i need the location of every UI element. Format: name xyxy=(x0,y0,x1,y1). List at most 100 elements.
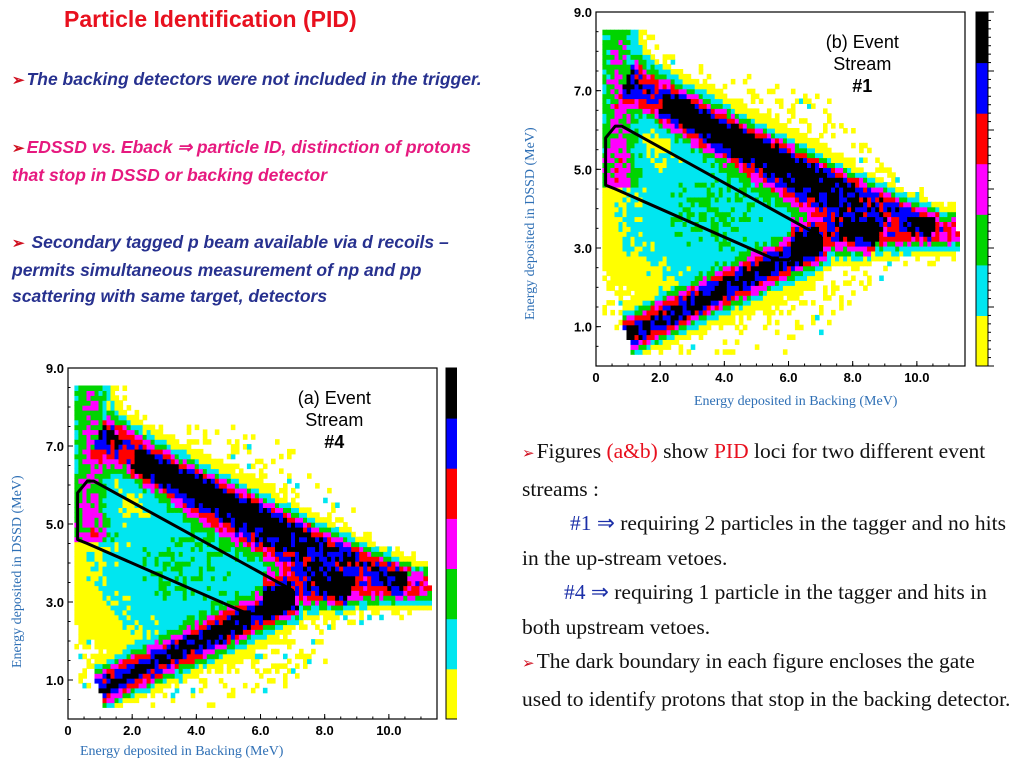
heatmap-cell xyxy=(154,639,160,645)
heatmap-cell xyxy=(82,639,87,645)
y-axis-label: Energy deposited in DSSD (MeV) xyxy=(523,127,538,320)
heatmap-cell xyxy=(142,531,148,538)
heatmap-cell xyxy=(843,226,848,232)
heatmap-cell xyxy=(750,280,756,286)
heatmap-cell xyxy=(758,280,764,286)
heatmap-cell xyxy=(738,309,744,316)
heatmap-cell xyxy=(778,137,784,144)
heatmap-cell xyxy=(158,590,164,596)
heatmap-cell xyxy=(626,290,632,296)
heatmap-cell xyxy=(94,624,100,630)
heatmap-cell xyxy=(90,512,96,518)
heatmap-cell xyxy=(766,113,772,119)
heatmap-cell xyxy=(819,309,824,316)
heatmap-cell xyxy=(947,241,952,247)
heatmap-cell xyxy=(750,260,756,267)
heatmap-cell xyxy=(174,639,180,645)
heatmap-cell xyxy=(782,123,788,129)
heatmap-cell xyxy=(102,507,108,513)
heatmap-cell xyxy=(114,624,120,630)
heatmap-cell xyxy=(799,142,804,149)
heatmap-cell xyxy=(662,157,668,163)
x-tick-label: 2.0 xyxy=(651,370,669,385)
heatmap-cell xyxy=(78,609,83,616)
heatmap-cell xyxy=(875,201,880,208)
heatmap-cell xyxy=(670,319,676,326)
heatmap-cell xyxy=(879,201,884,208)
heatmap-cell xyxy=(614,290,620,296)
heatmap-cell xyxy=(630,83,636,90)
heatmap-cell xyxy=(770,300,776,306)
heatmap-cell xyxy=(694,206,700,213)
heatmap-cell xyxy=(827,231,832,237)
heatmap-cell xyxy=(742,324,748,331)
heatmap-cell xyxy=(694,162,700,168)
heatmap-cell xyxy=(82,541,87,548)
heatmap-cell xyxy=(170,609,176,616)
heatmap-cell xyxy=(807,162,812,168)
heatmap-cell xyxy=(674,334,680,340)
heatmap-cell xyxy=(811,167,816,173)
heatmap-cell xyxy=(170,473,176,479)
heatmap-cell xyxy=(686,246,692,252)
heatmap-cell xyxy=(762,255,768,262)
heatmap-cell xyxy=(754,147,760,154)
heatmap-cell xyxy=(130,458,136,465)
heatmap-cell xyxy=(935,255,940,262)
x-tick-label: 8.0 xyxy=(844,370,862,385)
heatmap-cell xyxy=(702,192,708,198)
heatmap-cell xyxy=(122,468,128,474)
heatmap-cell xyxy=(82,400,87,406)
heatmap-cell xyxy=(923,236,928,242)
heatmap-cell xyxy=(863,270,868,277)
heatmap-cell xyxy=(634,103,640,109)
heatmap-cell xyxy=(86,565,92,572)
heatmap-cell xyxy=(630,167,636,173)
heatmap-cell xyxy=(799,132,804,139)
heatmap-cell xyxy=(746,152,752,159)
heatmap-cell xyxy=(670,103,676,109)
heatmap-cell xyxy=(630,152,636,159)
heatmap-cell xyxy=(658,265,664,272)
heatmap-cell xyxy=(750,182,756,188)
heatmap-cell xyxy=(618,44,624,50)
heatmap-cell xyxy=(746,290,752,296)
heatmap-cell xyxy=(939,226,944,232)
heatmap-cell xyxy=(118,483,124,489)
heatmap-cell xyxy=(86,526,92,533)
heatmap-cell xyxy=(162,629,168,635)
heatmap-cell xyxy=(750,201,756,208)
heatmap-cell xyxy=(915,216,920,222)
heatmap-cell xyxy=(734,98,740,104)
heatmap-cell xyxy=(794,196,800,203)
heatmap-cell xyxy=(102,453,108,460)
heatmap-cell xyxy=(867,206,872,213)
heatmap-cell xyxy=(126,697,132,704)
heatmap-cell xyxy=(86,531,92,538)
heatmap-cell xyxy=(658,314,664,321)
heatmap-cell xyxy=(947,216,952,222)
heatmap-cell xyxy=(622,49,628,55)
heatmap-cell xyxy=(86,487,92,494)
heatmap-cell xyxy=(943,241,948,247)
heatmap-cell xyxy=(839,236,844,242)
heatmap-cell xyxy=(863,142,868,149)
heatmap-cell xyxy=(110,561,116,567)
heatmap-cell xyxy=(626,236,632,242)
heatmap-cell xyxy=(166,629,172,635)
heatmap-cell xyxy=(98,536,104,543)
heatmap-cell xyxy=(626,83,632,90)
heatmap-cell xyxy=(622,78,628,85)
arrow-bullet-icon: ➢ xyxy=(12,72,25,89)
heatmap-cell xyxy=(682,300,688,306)
heatmap-cell xyxy=(646,54,652,60)
heatmap-cell xyxy=(766,236,772,242)
heatmap-cell xyxy=(94,629,100,635)
heatmap-cell xyxy=(74,551,79,557)
heatmap-cell xyxy=(815,182,820,188)
heatmap-cell xyxy=(710,314,716,321)
heatmap-cell xyxy=(843,260,848,267)
heatmap-cell xyxy=(122,507,128,513)
heatmap-cell xyxy=(790,182,796,188)
heatmap-cell xyxy=(670,280,676,286)
